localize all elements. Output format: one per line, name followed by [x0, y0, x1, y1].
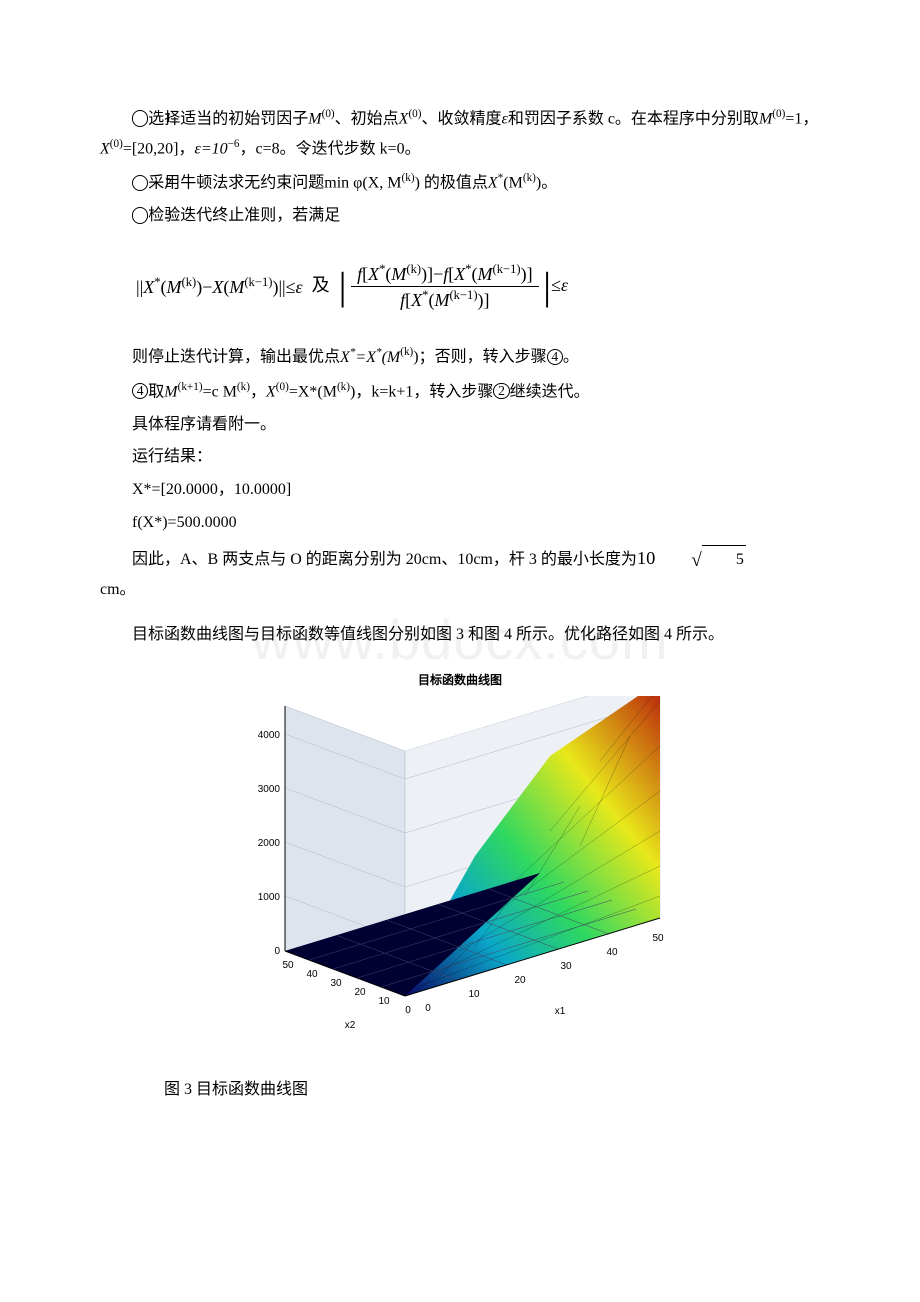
- svg-text:1000: 1000: [258, 892, 281, 903]
- lhs: ||X*(M(k))−X(M(k−1))||≤ε: [136, 277, 303, 297]
- paragraph-result-x: X*=[20.0000，10.0000]: [100, 476, 820, 505]
- text: 继续迭代。: [510, 383, 590, 400]
- paragraph-stop: 则停止迭代计算，输出最优点X*=X*(M(k))；否则，转入步骤4。: [100, 342, 820, 372]
- and-text: 及: [312, 275, 330, 295]
- numerator: f[X*(M(k))]−f[X*(M(k−1))]: [351, 263, 539, 288]
- xstar-eq: X*=X*(M: [340, 349, 400, 366]
- svg-text:20: 20: [354, 987, 366, 998]
- sup: (k+1): [178, 381, 203, 393]
- surface-plot-svg: 0 1000 2000 3000 4000 50 40 30 20 10 0 x…: [180, 696, 740, 1046]
- text: 和罚因子系数 c。在本程序中分别取: [508, 110, 759, 127]
- svg-text:x2: x2: [345, 1020, 356, 1031]
- min-expr: min φ(X, M: [324, 175, 401, 192]
- text: 采用牛顿法求无约束问题: [148, 175, 324, 192]
- sup: (0): [408, 108, 421, 120]
- text: 检验迭代终止准则，若满足: [148, 207, 340, 224]
- text: 取: [148, 383, 164, 400]
- text: 因此，A、B 两支点与 O 的距离分别为 20cm、10cm，杆 3 的最小长度…: [132, 551, 637, 568]
- step-marker-1: 1: [132, 110, 148, 126]
- svg-text:40: 40: [306, 969, 318, 980]
- step-marker-3: 3: [132, 207, 148, 223]
- sqrt-5: 5: [655, 542, 746, 577]
- text: =1，: [785, 110, 818, 127]
- svg-text:20: 20: [514, 975, 526, 986]
- svg-text:0: 0: [274, 946, 280, 957]
- fraction: f[X*(M(k))]−f[X*(M(k−1))] f[X*(M(k−1))]: [351, 263, 539, 312]
- svg-text:10: 10: [378, 996, 390, 1007]
- svg-text:x1: x1: [555, 1006, 566, 1017]
- mk: (M: [503, 175, 523, 192]
- formula-right: | f[X*(M(k))]−f[X*(M(k−1))] f[X*(M(k−1))…: [339, 251, 568, 322]
- sup: −6: [228, 138, 240, 150]
- step-marker-4b: 4: [132, 383, 148, 399]
- svg-text:4000: 4000: [258, 730, 281, 741]
- paragraph-result-header: 运行结果：: [100, 443, 820, 472]
- formula-left: ||X*(M(k))−X(M(k−1))||≤ε: [136, 271, 303, 303]
- paragraph-result-f: f(X*)=500.0000: [100, 509, 820, 538]
- text: ) 的极值点: [415, 175, 488, 192]
- paragraph-step3: 3检验迭代终止准则，若满足: [100, 202, 820, 231]
- svg-text:50: 50: [282, 960, 294, 971]
- text: =[20,20]，: [123, 140, 195, 157]
- paragraph-conclusion: 因此，A、B 两支点与 O 的距离分别为 20cm、10cm，杆 3 的最小长度…: [100, 542, 820, 577]
- var-X: X: [266, 383, 276, 400]
- radicand: 5: [702, 545, 746, 575]
- svg-text:40: 40: [606, 947, 618, 958]
- text: )；否则，转入步骤: [413, 349, 546, 366]
- unit-line: cm。: [100, 576, 820, 605]
- text: )。: [536, 175, 557, 192]
- paragraph-figure-ref: 目标函数曲线图与目标函数等值线图分别如图 3 和图 4 所示。优化路径如图 4 …: [100, 621, 820, 650]
- figure-3-caption: 图 3 目标函数曲线图: [100, 1076, 820, 1105]
- step-marker-4: 4: [547, 349, 563, 365]
- leq-eps: ≤ε: [551, 275, 568, 295]
- var-M: M: [759, 110, 772, 127]
- sup: (0): [322, 108, 335, 120]
- paragraph-step2: 2采用牛顿法求无约束问题min φ(X, M(k)) 的极值点X*(M(k))。: [100, 168, 820, 198]
- pipe: |: [339, 264, 347, 308]
- var-X: X: [399, 110, 409, 127]
- convergence-formula: ||X*(M(k))−X(M(k−1))||≤ε 及 | f[X*(M(k))]…: [100, 251, 820, 322]
- svg-text:30: 30: [560, 961, 572, 972]
- svg-text:10: 10: [468, 989, 480, 1000]
- step-marker-2: 2: [132, 175, 148, 191]
- sup: (0): [276, 381, 289, 393]
- svg-text:3000: 3000: [258, 784, 281, 795]
- sup: (k): [523, 172, 536, 184]
- eps-eq: ε=10: [195, 140, 228, 157]
- eq2: =X*(M: [289, 383, 337, 400]
- objective-function-surface-plot: 目标函数曲线图: [180, 670, 740, 1046]
- sup: (k): [337, 381, 350, 393]
- var-M: M: [164, 383, 177, 400]
- denominator: f[X*(M(k−1))]: [351, 287, 539, 311]
- sup: (k): [400, 346, 413, 358]
- sup: (k): [237, 381, 250, 393]
- svg-text:30: 30: [330, 978, 342, 989]
- var-M: M: [308, 110, 321, 127]
- text: 。: [563, 349, 579, 366]
- coeff: 10: [637, 548, 655, 568]
- sup: (0): [772, 108, 785, 120]
- paragraph-see-appendix: 具体程序请看附一。: [100, 411, 820, 440]
- sup: (k): [402, 172, 415, 184]
- svg-text:2000: 2000: [258, 838, 281, 849]
- var-X: X: [100, 140, 110, 157]
- var-X: X: [488, 175, 498, 192]
- chart-title: 目标函数曲线图: [180, 670, 740, 692]
- svg-text:50: 50: [652, 933, 664, 944]
- text: 选择适当的初始罚因子: [148, 110, 308, 127]
- paragraph-step4: 4取M(k+1)=c M(k)，X(0)=X*(M(k))，k=k+1，转入步骤…: [100, 377, 820, 407]
- text: 、收敛精度: [422, 110, 502, 127]
- text: )，k=k+1，转入步骤: [350, 383, 493, 400]
- eq: =c M: [203, 383, 237, 400]
- comma: ，: [250, 383, 266, 400]
- svg-text:0: 0: [405, 1005, 411, 1016]
- text: 则停止迭代计算，输出最优点: [132, 349, 340, 366]
- pipe: |: [543, 264, 551, 308]
- svg-text:0: 0: [425, 1003, 431, 1014]
- paragraph-step1: 1选择适当的初始罚因子M(0)、初始点X(0)、收敛精度ε和罚因子系数 c。在本…: [100, 104, 820, 164]
- text: ，c=8。令迭代步数 k=0。: [240, 140, 421, 157]
- sup: (0): [110, 138, 123, 150]
- text: 、初始点: [335, 110, 399, 127]
- step-marker-2b: 2: [493, 383, 509, 399]
